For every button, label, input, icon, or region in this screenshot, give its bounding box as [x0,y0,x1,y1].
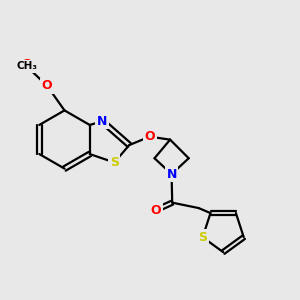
Text: O: O [150,204,161,217]
Text: N: N [97,115,107,128]
Text: O: O [21,58,32,71]
Text: O: O [144,130,155,143]
Text: N: N [167,168,177,181]
Text: S: S [198,231,207,244]
Text: O: O [42,79,52,92]
Text: O: O [42,79,52,92]
Text: CH₃: CH₃ [16,61,37,71]
Text: S: S [110,156,119,169]
